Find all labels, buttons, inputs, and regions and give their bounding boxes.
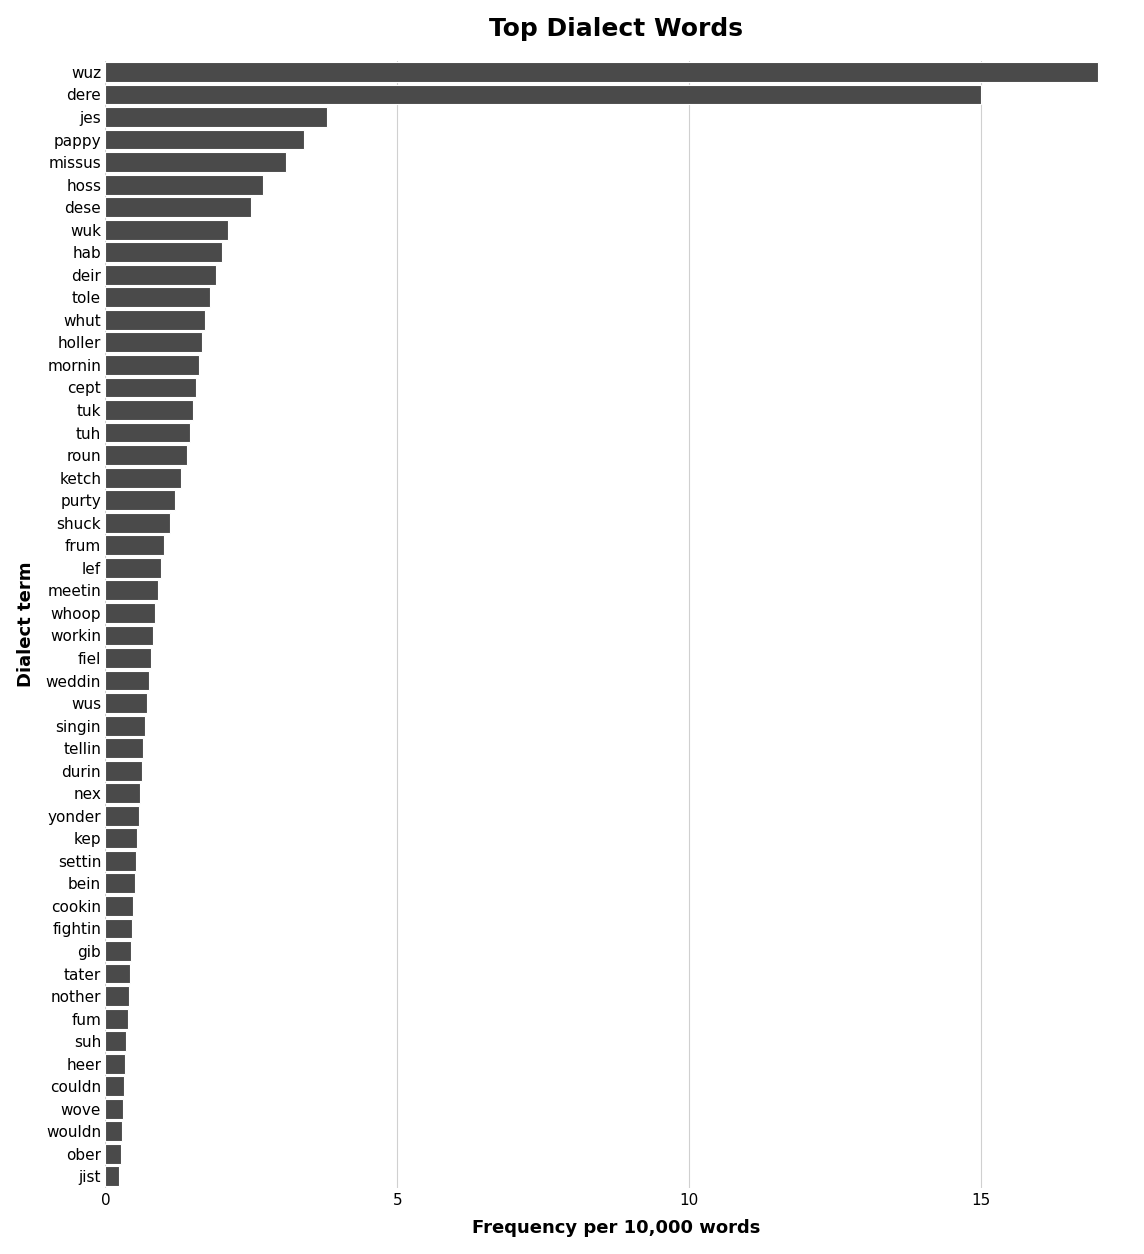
Bar: [105, 558, 161, 578]
Bar: [105, 535, 164, 556]
Bar: [105, 174, 263, 194]
Bar: [105, 332, 201, 352]
Bar: [105, 626, 153, 646]
Bar: [105, 1166, 119, 1186]
Bar: [105, 197, 252, 217]
Bar: [105, 963, 130, 983]
Bar: [105, 581, 158, 601]
Title: Top Dialect Words: Top Dialect Words: [490, 16, 744, 40]
Bar: [105, 986, 128, 1006]
X-axis label: Frequency per 10,000 words: Frequency per 10,000 words: [472, 1219, 761, 1238]
Bar: [105, 806, 138, 825]
Bar: [105, 671, 149, 691]
Y-axis label: Dialect term: Dialect term: [17, 562, 34, 687]
Bar: [105, 355, 199, 375]
Bar: [105, 1099, 122, 1119]
Bar: [105, 219, 228, 240]
Bar: [105, 84, 982, 104]
Bar: [105, 242, 222, 262]
Bar: [105, 603, 154, 623]
Bar: [105, 761, 142, 780]
Bar: [105, 1053, 125, 1073]
Bar: [105, 1031, 126, 1051]
Bar: [105, 400, 193, 420]
Bar: [105, 648, 151, 668]
Bar: [105, 129, 304, 149]
Bar: [105, 693, 148, 714]
Bar: [105, 940, 132, 961]
Bar: [105, 423, 190, 443]
Bar: [105, 716, 145, 736]
Bar: [105, 1076, 124, 1096]
Bar: [105, 874, 135, 893]
Bar: [105, 784, 141, 803]
Bar: [105, 445, 188, 465]
Bar: [105, 897, 134, 915]
Bar: [105, 513, 169, 533]
Bar: [105, 1008, 127, 1028]
Bar: [105, 468, 181, 488]
Bar: [105, 265, 216, 285]
Bar: [105, 1121, 121, 1141]
Bar: [105, 829, 137, 848]
Bar: [105, 1144, 120, 1164]
Bar: [105, 287, 210, 307]
Bar: [105, 490, 175, 510]
Bar: [105, 918, 133, 938]
Bar: [105, 107, 327, 127]
Bar: [105, 152, 286, 172]
Bar: [105, 739, 143, 759]
Bar: [105, 377, 196, 398]
Bar: [105, 310, 205, 330]
Bar: [105, 61, 1098, 82]
Bar: [105, 851, 136, 870]
